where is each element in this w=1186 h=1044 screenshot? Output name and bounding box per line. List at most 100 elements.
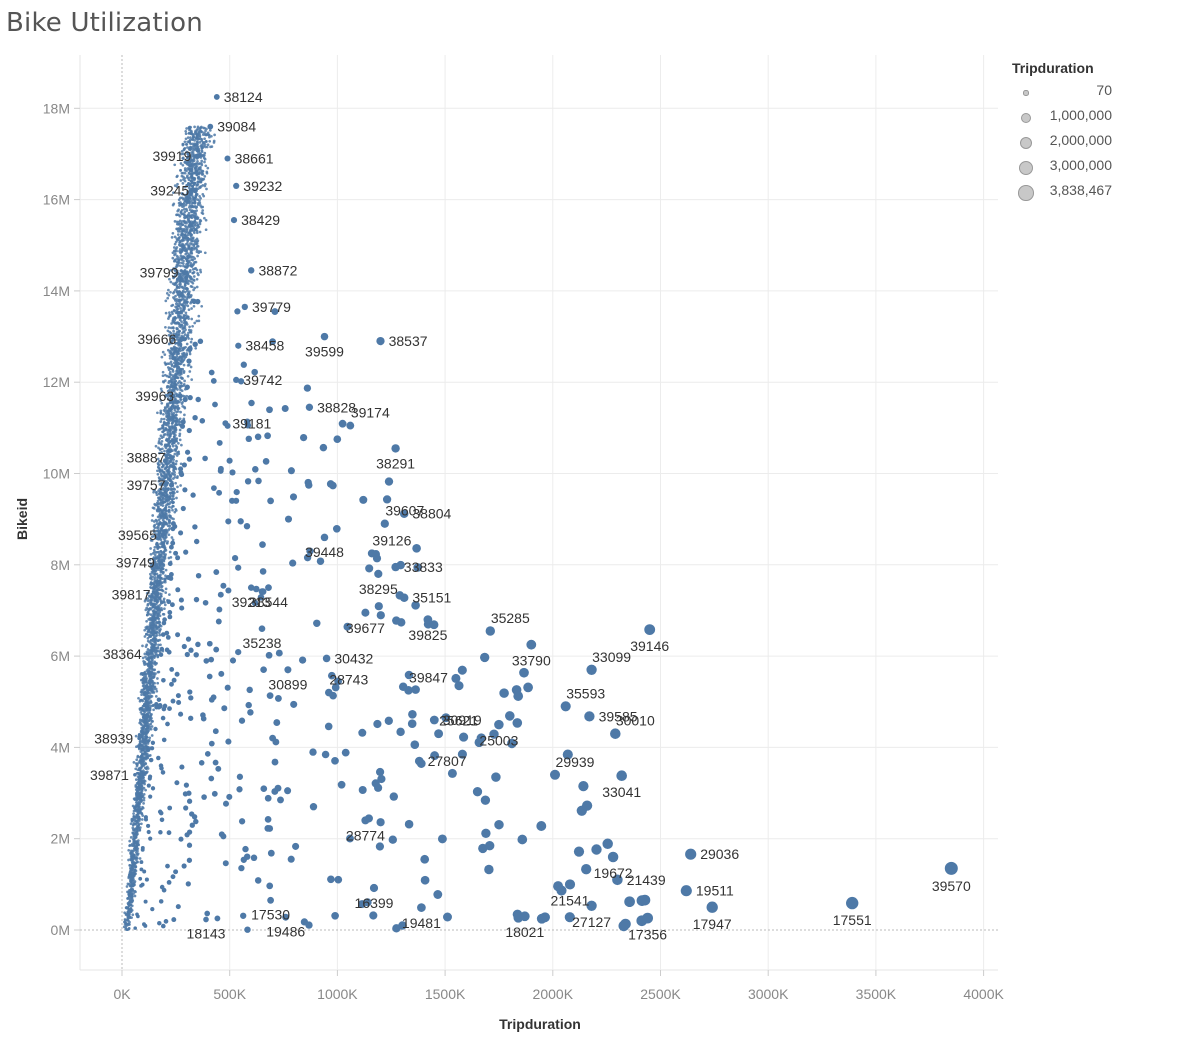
scatter-point: [172, 356, 175, 360]
scatter-point: [140, 698, 144, 702]
scatter-point: [206, 166, 210, 170]
scatter-point: [170, 498, 174, 502]
scatter-point: [196, 125, 200, 129]
scatter-point: [138, 857, 142, 860]
scatter-point: [523, 682, 533, 693]
scatter-point-39213: [247, 584, 255, 591]
scatter-point: [179, 344, 183, 348]
scatter-point: [266, 406, 273, 414]
scatter-point: [190, 132, 193, 135]
scatter-point: [145, 643, 149, 647]
scatter-point: [150, 659, 154, 663]
scatter-point: [196, 217, 199, 221]
legend-size-circle: [1018, 185, 1034, 201]
scatter-point: [171, 472, 175, 476]
scatter-point: [195, 132, 199, 136]
scatter-point: [190, 242, 194, 246]
scatter-point: [220, 833, 227, 840]
scatter-point: [161, 504, 165, 507]
scatter-point: [157, 597, 161, 600]
scatter-point-21439: [612, 874, 623, 886]
scatter-point: [161, 544, 164, 548]
scatter-point: [178, 302, 182, 306]
scatter-point: [179, 264, 182, 268]
scatter-point: [129, 906, 133, 910]
scatter-point-38458: [235, 342, 242, 349]
scatter-point: [182, 326, 186, 330]
scatter-point: [166, 410, 170, 413]
scatter-point: [193, 267, 197, 271]
scatter-point: [185, 259, 189, 263]
scatter-point: [178, 386, 182, 389]
scatter-point-35151: [399, 593, 409, 602]
scatter-point: [140, 811, 144, 815]
point-label-17551: 17551: [833, 912, 872, 928]
scatter-point: [305, 481, 313, 489]
scatter-point: [199, 204, 202, 207]
scatter-point: [130, 819, 134, 823]
scatter-point: [313, 619, 321, 628]
scatter-point: [174, 462, 178, 466]
scatter-point: [159, 817, 165, 823]
point-label-35593: 35593: [566, 685, 605, 701]
scatter-point: [187, 247, 191, 251]
scatter-point: [164, 568, 168, 572]
scatter-point: [172, 427, 175, 430]
scatter-point: [174, 252, 177, 256]
scatter-point: [185, 636, 192, 642]
scatter-point: [198, 218, 202, 222]
scatter-point: [190, 285, 194, 289]
scatter-point: [536, 913, 547, 924]
scatter-point: [190, 337, 194, 341]
scatter-point: [167, 317, 170, 320]
scatter-point: [183, 193, 187, 197]
scatter-point-39919: [194, 153, 201, 159]
point-label-38544: 38544: [249, 594, 288, 610]
scatter-point: [155, 519, 159, 523]
scatter-point: [189, 340, 193, 344]
scatter-point: [151, 514, 155, 517]
scatter-point: [165, 451, 169, 454]
scatter-point: [183, 171, 187, 175]
scatter-point: [196, 254, 199, 258]
scatter-point: [266, 692, 274, 699]
scatter-point: [149, 701, 153, 704]
scatter-point: [169, 494, 172, 497]
scatter-point: [165, 292, 169, 295]
scatter-point: [129, 822, 133, 826]
scatter-point: [168, 440, 172, 443]
scatter-point: [232, 555, 239, 562]
x-tick-label: 1000K: [317, 986, 358, 1002]
scatter-point: [175, 227, 178, 231]
scatter-point: [136, 744, 140, 748]
scatter-point: [197, 151, 200, 154]
scatter-point: [457, 665, 467, 675]
size-legend: Tripduration 70 1,000,000 2,000,000 3,000,0…: [1012, 60, 1182, 205]
scatter-point: [135, 856, 139, 860]
scatter-point: [202, 194, 206, 198]
scatter-point: [187, 689, 193, 695]
scatter-point: [171, 335, 175, 338]
scatter-point: [145, 626, 149, 630]
y-tick-label: 16M: [43, 192, 70, 208]
scatter-point: [170, 425, 174, 428]
scatter-point: [152, 490, 155, 494]
scatter-point: [142, 688, 146, 691]
point-label-38804: 38804: [412, 506, 451, 522]
scatter-point: [188, 259, 191, 263]
scatter-point: [284, 515, 293, 523]
scatter-point: [251, 368, 258, 376]
scatter-point: [180, 250, 184, 253]
scatter-point: [181, 303, 185, 306]
scatter-point: [164, 325, 167, 329]
scatter-point: [180, 402, 184, 405]
scatter-point: [190, 216, 194, 220]
scatter-point: [186, 241, 189, 245]
scatter-point: [556, 885, 567, 896]
scatter-point: [171, 256, 175, 260]
scatter-point: [158, 427, 162, 431]
scatter-point: [167, 379, 171, 383]
scatter-point: [193, 145, 197, 148]
scatter-point: [289, 493, 298, 501]
scatter-point: [150, 675, 154, 679]
